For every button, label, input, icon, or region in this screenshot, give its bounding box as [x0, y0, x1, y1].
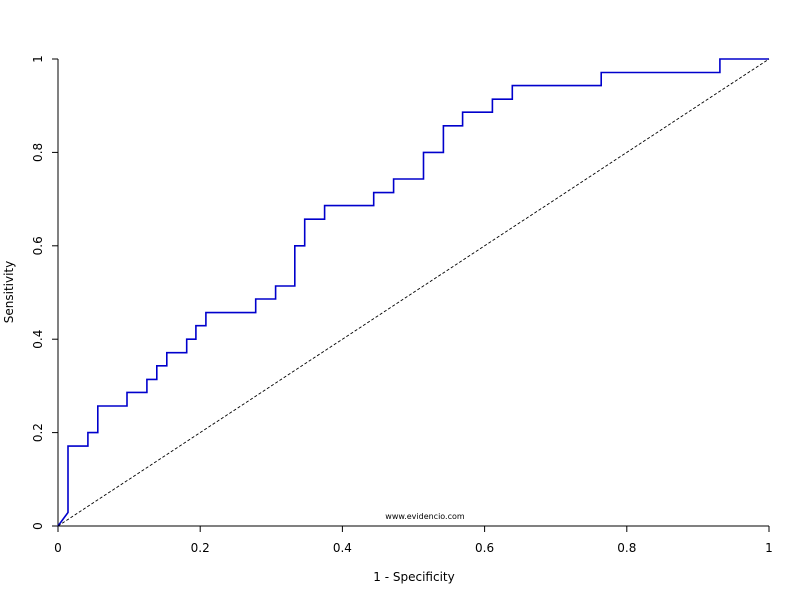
reference-diagonal-line: [57, 58, 770, 527]
y-tick-label: 0.4: [31, 330, 45, 349]
watermark-annotation: www.evidencio.com: [385, 512, 465, 521]
axes: 0 0.2 0.4 0.6 0.8 1 0 0.2 0.4 0.6 0.8 1: [31, 55, 773, 555]
y-ticks: 0 0.2 0.4 0.6 0.8 1: [31, 55, 58, 530]
y-tick-label: 1: [31, 55, 45, 63]
x-tick-label: 1: [765, 541, 773, 555]
roc-curve-line: [57, 58, 769, 527]
x-tick-label: 0.8: [617, 541, 636, 555]
x-tick-label: 0.6: [475, 541, 494, 555]
x-tick-label: 0.2: [191, 541, 210, 555]
y-tick-label: 0.8: [31, 143, 45, 162]
x-tick-label: 0.4: [333, 541, 352, 555]
x-ticks: 0 0.2 0.4 0.6 0.8 1: [54, 526, 773, 555]
y-tick-label: 0.2: [31, 423, 45, 442]
series-layer: [57, 58, 770, 527]
x-tick-label: 0: [54, 541, 62, 555]
y-tick-label: 0: [31, 522, 45, 530]
y-axis-title: Sensitivity: [2, 261, 16, 323]
x-axis-title: 1 - Specificity: [373, 570, 454, 584]
y-tick-label: 0.6: [31, 236, 45, 255]
